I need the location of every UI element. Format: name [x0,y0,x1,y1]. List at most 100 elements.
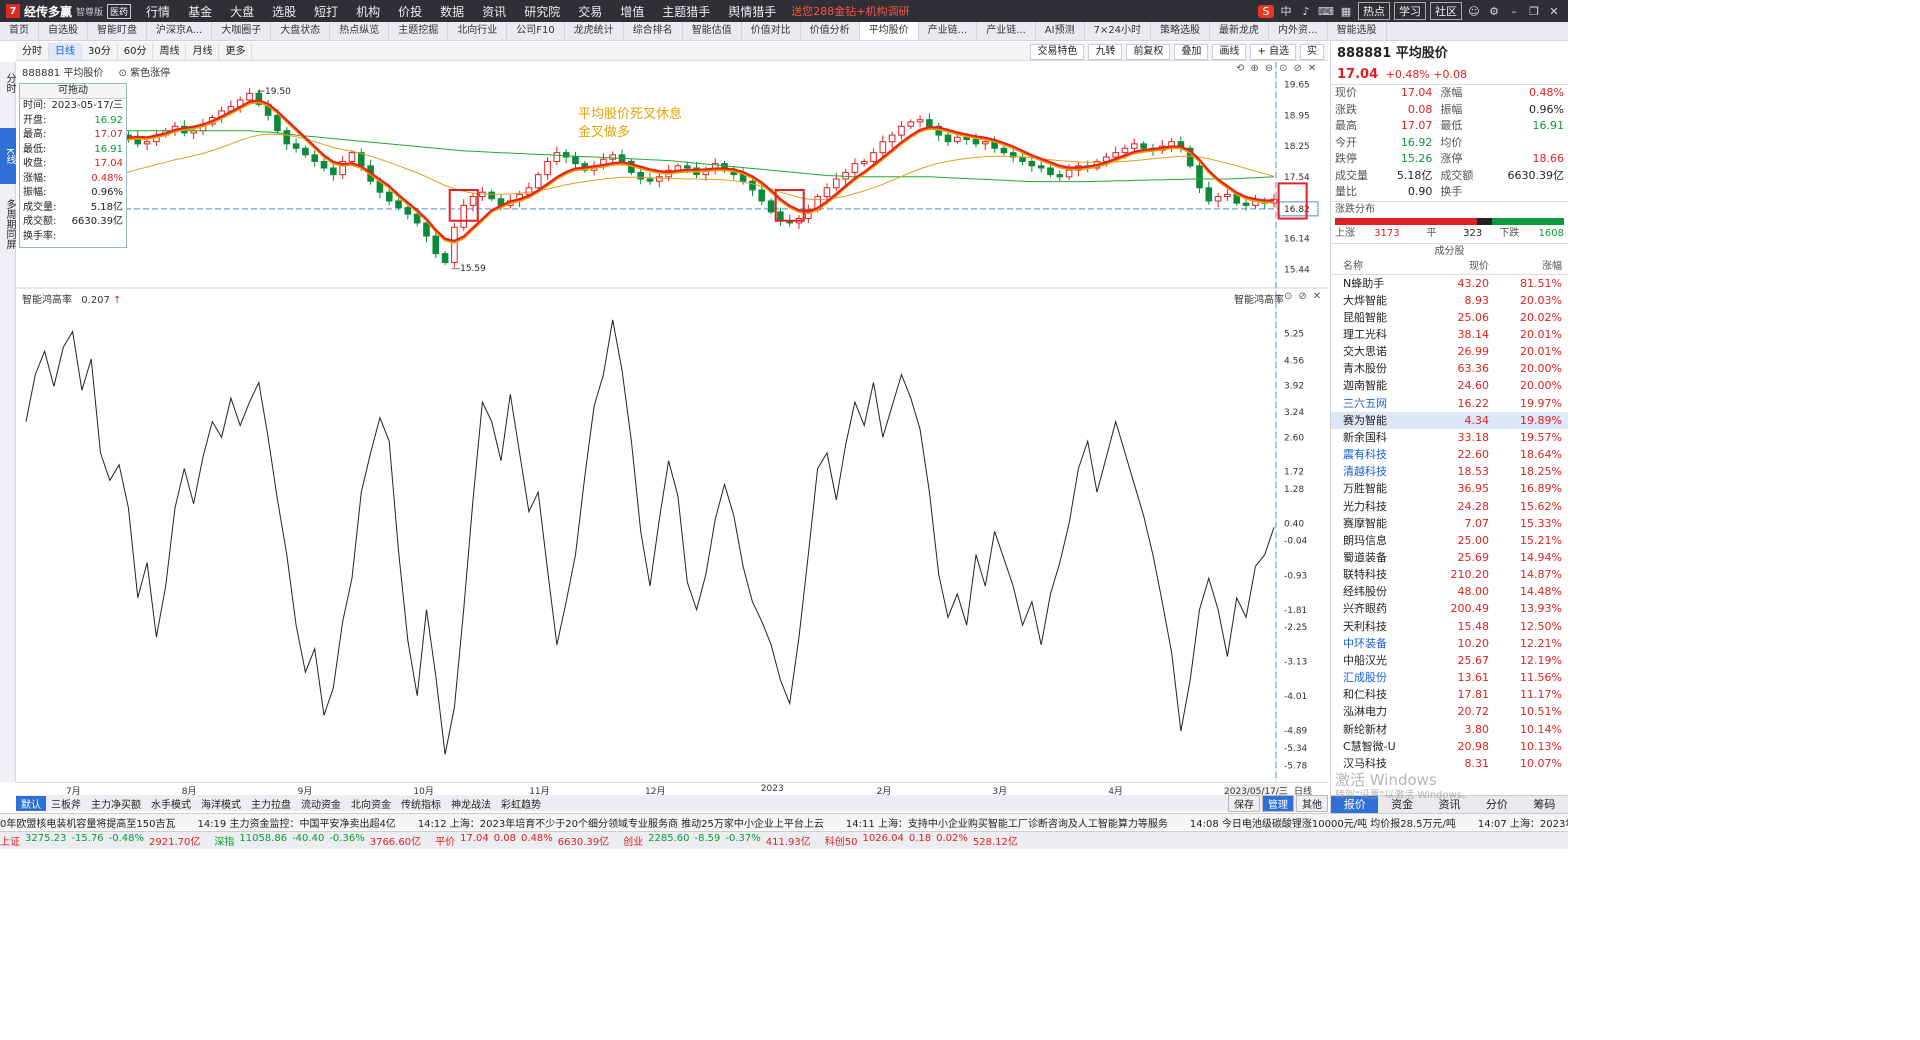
stock-name[interactable]: 和仁科技 [1343,688,1387,702]
stock-name[interactable]: 三六五网 [1343,396,1387,410]
tab-item[interactable]: 最新龙虎 [1210,22,1270,40]
menu-item[interactable]: 行情 [146,4,171,19]
chart-tool-button[interactable]: 九转 [1088,43,1123,60]
constituent-row[interactable]: 兴齐眼药 200.49 13.93% [1331,600,1568,617]
stock-name[interactable]: 兴齐眼药 [1343,602,1387,616]
chart-tool-button[interactable]: + 自选 [1250,43,1296,60]
indicator-tab[interactable]: 海洋模式 [201,799,241,811]
period-button[interactable]: 分时 [16,42,49,60]
tab-item[interactable]: 自选股 [39,22,88,40]
constituent-row[interactable]: 中环装备 10.20 12.21% [1331,635,1568,652]
period-button[interactable]: 周线 [153,42,187,60]
news-item[interactable]: 14:11 上海：支持中小企业购买智能工厂诊断咨询及人工智能算力等服务 [845,818,1168,830]
sogou-ime-icon[interactable]: S [1258,4,1274,18]
side-bottom-tab[interactable]: 分价 [1485,798,1508,811]
constituent-row[interactable]: 汉马科技 8.31 10.07% [1331,755,1568,772]
menu-item[interactable]: 数据 [440,4,465,19]
stock-name[interactable]: 理工光科 [1343,327,1387,341]
stock-name[interactable]: 交大思诺 [1343,345,1387,359]
index-block[interactable]: 上证 3275.23 -15.76 -0.48% 2921.70亿 [0,833,200,848]
chart-tool-button[interactable]: 前复权 [1126,43,1171,60]
constituent-row[interactable]: 经纬股份 48.00 14.48% [1331,583,1568,600]
tab-item[interactable]: 策略选股 [1151,22,1211,40]
info-box-title[interactable]: 可拖动 [20,84,126,99]
tab-item[interactable]: 北向行业 [448,22,508,40]
tab-item[interactable]: AI预测 [1036,22,1085,40]
constituent-row[interactable]: 迦南智能 24.60 20.00% [1331,377,1568,394]
constituent-row[interactable]: 清越科技 18.53 18.25% [1331,463,1568,480]
stock-name[interactable]: 大烨智能 [1343,293,1387,307]
indicator-tab[interactable]: 主力拉盘 [251,799,291,811]
constituent-row[interactable]: 交大思诺 26.99 20.01% [1331,343,1568,360]
stock-name[interactable]: 万胜智能 [1343,482,1387,496]
chart-tool-button[interactable]: 交易特色 [1030,43,1085,60]
restore-icon[interactable]: ❐ [1529,4,1539,18]
constituent-row[interactable]: 万胜智能 36.95 16.89% [1331,480,1568,497]
index-block[interactable]: 科创50 1026.04 0.18 0.02% 528.12亿 [825,833,1018,848]
settings-icon[interactable]: ⚙ [1489,4,1499,18]
user-icon[interactable]: ☺ [1468,4,1480,18]
stock-name[interactable]: 蜀道装备 [1343,551,1387,564]
indicator-tab[interactable]: 彩虹趋势 [501,799,541,811]
menu-item[interactable]: 主题猎手 [662,4,711,19]
grid-icon[interactable]: ▦ [1340,4,1352,18]
indicator-name[interactable]: 智能鸿高率 [22,295,72,306]
stock-name[interactable]: 新余国科 [1343,430,1387,444]
menu-item[interactable]: 价投 [398,4,423,19]
column-header[interactable]: 名称 [1331,258,1427,275]
tab-item[interactable]: 大咖圈子 [212,22,272,40]
tab-item[interactable]: 价值对比 [742,22,801,40]
zt-option-toggle[interactable]: ⊙ 紫色涨停 [118,68,171,79]
stock-name[interactable]: 中环装备 [1343,636,1387,650]
tab-item[interactable]: 智能估值 [683,22,742,40]
tab-item[interactable]: 大盘状态 [271,22,331,40]
stock-name[interactable]: 天利科技 [1343,619,1387,633]
indicator-tab[interactable]: 传统指标 [401,799,441,811]
news-ticker[interactable]: 0年欧盟核电装机容量将提高至150吉瓦 14:19 主力资金监控：中国平安净卖出超… [0,813,1568,830]
side-bottom-tab[interactable]: 资讯 [1438,798,1461,811]
edition-badge[interactable]: 医药 [107,3,132,19]
menu-item[interactable]: 机构 [356,4,381,19]
promo-link[interactable]: 送您288金钻+机构调研 [791,5,910,18]
tab-item[interactable]: 主题挖掘 [389,22,449,40]
period-button[interactable]: 60分 [118,42,154,60]
constituent-row[interactable]: 赛为智能 4.34 19.89% [1331,411,1568,429]
constituent-row[interactable]: 中船汉光 25.67 12.19% [1331,652,1568,669]
tab-item[interactable]: 综合排名 [624,22,683,40]
stock-name[interactable]: 震有科技 [1343,448,1387,462]
constituent-row[interactable]: 泓淋电力 20.72 10.51% [1331,703,1568,720]
tab-item[interactable]: 热点纵览 [330,22,390,40]
indicator-tab[interactable]: 默认 [16,795,46,811]
period-button[interactable]: 30分 [82,42,118,60]
indicator-action-button[interactable]: 保存 [1228,794,1260,812]
side-bottom-tab[interactable]: 筹码 [1533,798,1556,811]
news-item[interactable]: 14:19 主力资金监控：中国平安净卖出超4亿 [197,818,396,830]
news-item[interactable]: 14:12 上海：2023年培育不少于20个细分领域专业服务商 推动25万家中小… [417,818,824,830]
stock-name[interactable]: 清越科技 [1343,465,1387,479]
constituent-row[interactable]: 新余国科 33.18 19.57% [1331,429,1568,446]
news-item[interactable]: 0年欧盟核电装机容量将提高至150吉瓦 [0,818,176,830]
chart-tool-button[interactable]: 叠加 [1174,43,1209,60]
constituent-row[interactable]: 天利科技 15.48 12.50% [1331,618,1568,635]
tab-item[interactable]: 7×24小时 [1085,22,1152,40]
tab-item[interactable]: 产业链... [977,22,1036,40]
stock-name[interactable]: 新纶新材 [1343,722,1387,736]
stock-name[interactable]: C慧智微-U [1343,739,1396,753]
constituent-row[interactable]: 三六五网 16.22 19.97% [1331,395,1568,412]
tab-item[interactable]: 产业链... [919,22,978,40]
menu-item[interactable]: 交易 [578,4,603,19]
menu-item[interactable]: 增值 [620,4,645,19]
keyboard-icon[interactable]: ⌨ [1318,4,1334,18]
tab-item[interactable]: 首页 [0,22,39,40]
index-block[interactable]: 创业 2285.60 -8.59 -0.37% 411.93亿 [623,833,811,848]
chart-tool-button[interactable]: 实 [1300,43,1324,60]
side-bottom-tab[interactable]: 报价 [1331,796,1379,813]
tab-item[interactable]: 沪深京A... [147,22,213,40]
index-block[interactable]: 深指 11058.86 -40.40 -0.36% 3766.60亿 [214,833,421,848]
stock-name[interactable]: 光力科技 [1343,499,1387,513]
news-item[interactable]: 14:07 上海：2023年培 [1477,818,1568,830]
microphone-icon[interactable]: ♪ [1302,4,1310,18]
constituent-row[interactable]: 蜀道装备 25.69 14.94% [1331,549,1568,566]
learn-button[interactable]: 学习 [1394,2,1426,20]
minimize-icon[interactable]: – [1511,4,1517,18]
